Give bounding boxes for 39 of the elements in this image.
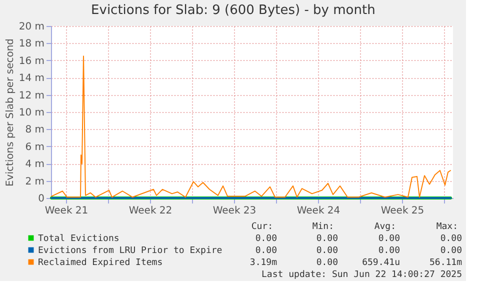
legend-label: Reclaimed Expired Items <box>38 258 163 268</box>
text: Cur: <box>251 222 273 232</box>
y-tick-label: 12 m <box>18 90 44 102</box>
chart-title: Evictions for Slab: 9 (600 Bytes) - by month <box>91 3 376 18</box>
text: Last update: Sun Jun 22 14:00:27 2025 <box>262 270 462 280</box>
text: 0.00 <box>440 234 462 244</box>
x-tick-label: Week 21 <box>44 206 88 216</box>
text: 0.00 <box>440 246 462 256</box>
y-tick-label: 20 m <box>18 22 44 32</box>
text: Min: <box>312 222 334 232</box>
text: 0.00 <box>316 234 338 244</box>
y-axis-title: Evictions per Slab per second <box>4 38 16 187</box>
y-tick-label: 8 m <box>25 124 44 136</box>
text: 0.00 <box>316 246 338 256</box>
x-tick-label: Week 22 <box>128 206 172 216</box>
text: Max: <box>436 222 458 232</box>
text: 3.19m <box>250 258 277 268</box>
line-series <box>51 56 451 198</box>
y-tick-label: 18 m <box>18 38 44 50</box>
x-tick-label: Week 25 <box>380 206 424 216</box>
y-tick-label: 6 m <box>25 142 44 153</box>
y-tick-label: 2 m <box>25 176 44 188</box>
legend-label: Total Evictions <box>38 234 120 244</box>
text: 0.00 <box>255 246 277 256</box>
text: 0.00 <box>255 234 277 244</box>
text: 0.00 <box>378 246 400 256</box>
x-tick-label: Week 23 <box>212 206 256 216</box>
y-tick-label: 10 m <box>18 108 44 118</box>
text: 56.11m <box>429 258 462 268</box>
text: 659.41u <box>362 258 400 268</box>
x-tick-label: Week 24 <box>296 206 340 216</box>
text: Avg: <box>374 222 396 232</box>
legend-label: Evictions from LRU Prior to Expire <box>38 246 222 256</box>
y-tick-label: 16 m <box>18 56 44 67</box>
text: 0.00 <box>316 258 338 268</box>
y-tick-label: 0 <box>38 194 44 204</box>
y-tick-label: 4 m <box>25 159 44 170</box>
text: 0.00 <box>378 234 400 244</box>
y-tick-label: 14 m <box>18 73 44 84</box>
